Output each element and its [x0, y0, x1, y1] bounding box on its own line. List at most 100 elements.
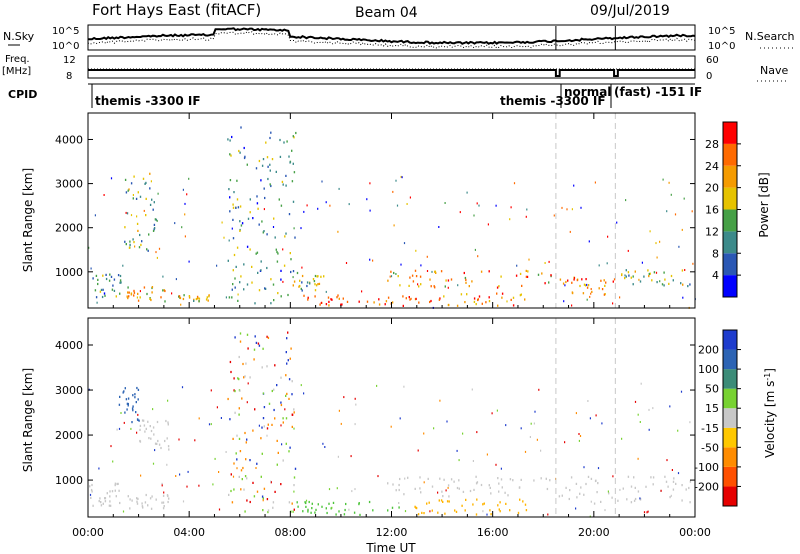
data-cell [165, 419, 167, 423]
data-cell [264, 287, 266, 290]
data-cell [115, 295, 117, 298]
data-cell [249, 198, 251, 201]
data-cell [290, 270, 292, 274]
data-cell [354, 488, 356, 491]
data-cell [634, 270, 636, 273]
data-cell [593, 502, 596, 505]
data-cell [401, 176, 403, 179]
data-cell [285, 374, 287, 377]
data-cell [216, 406, 218, 409]
colorbar-tick-label: -50 [701, 441, 719, 454]
data-cell [258, 159, 261, 163]
freq-tick-top: 12 [63, 55, 76, 66]
data-cell [280, 376, 282, 379]
data-cell [126, 212, 129, 215]
data-cell [465, 498, 467, 501]
data-cell [673, 477, 675, 480]
data-cell [247, 382, 249, 385]
data-cell [275, 170, 277, 173]
data-cell [314, 289, 317, 292]
data-cell [567, 279, 569, 282]
data-cell [619, 488, 621, 491]
data-cell [167, 445, 170, 448]
data-cell [398, 488, 400, 492]
data-cell [622, 487, 624, 490]
data-cell [124, 226, 126, 229]
data-cell [586, 283, 588, 286]
data-cell [465, 281, 467, 284]
data-cell [150, 507, 153, 510]
data-cell [403, 385, 405, 388]
data-cell [246, 438, 248, 441]
data-cell [426, 502, 428, 505]
data-cell [289, 357, 291, 360]
nsky-line [87, 27, 696, 45]
data-cell [153, 228, 155, 231]
data-cell [110, 445, 112, 448]
data-cell [585, 482, 587, 486]
data-cell [464, 301, 466, 304]
data-cell [154, 449, 156, 452]
data-cell [124, 411, 126, 414]
data-cell [501, 296, 503, 299]
data-cell [318, 282, 321, 285]
colorbar-segment [723, 447, 737, 467]
data-cell [510, 206, 512, 209]
data-cell [584, 284, 587, 287]
data-cell [586, 286, 589, 289]
data-cell [286, 362, 288, 365]
data-cell [136, 502, 139, 505]
data-cell [235, 452, 237, 455]
data-cell [656, 256, 658, 259]
data-cell [345, 262, 348, 264]
data-cell [455, 510, 458, 513]
data-cell [232, 283, 234, 286]
data-cell [450, 478, 453, 481]
data-cell [612, 302, 614, 305]
data-cell [433, 285, 435, 288]
data-cell [630, 276, 632, 279]
data-cell [276, 439, 278, 442]
data-cell [282, 248, 284, 251]
data-cell [411, 274, 414, 277]
data-cell [637, 490, 640, 493]
data-cell [251, 265, 253, 268]
data-cell [429, 300, 431, 304]
data-cell [137, 418, 139, 421]
data-cell [648, 275, 650, 278]
data-cell [239, 220, 241, 223]
data-cell [280, 401, 282, 404]
data-cell [239, 389, 241, 392]
data-cell [229, 418, 231, 421]
data-cell [122, 391, 124, 394]
data-cell [655, 242, 657, 245]
data-cell [317, 207, 319, 210]
data-cell [329, 204, 331, 207]
data-cell [689, 480, 692, 483]
data-cell [348, 508, 350, 511]
data-cell [361, 290, 363, 293]
data-cell [667, 485, 669, 488]
data-cell [230, 154, 232, 157]
data-cell [625, 275, 627, 278]
data-cell [563, 300, 565, 303]
data-cell [510, 298, 512, 301]
data-cell [475, 475, 477, 478]
data-cell [575, 412, 577, 415]
data-cell [161, 501, 163, 504]
data-cell [276, 260, 279, 263]
data-cell [254, 302, 256, 305]
data-cell [290, 258, 292, 261]
data-cell [236, 179, 238, 182]
data-cell [114, 484, 116, 487]
data-cell [426, 270, 429, 272]
data-cell [420, 283, 422, 286]
data-cell [277, 451, 279, 454]
data-cell [231, 288, 233, 291]
data-cell [621, 273, 623, 276]
data-cell [130, 427, 132, 430]
data-cell [150, 429, 153, 433]
data-cell [263, 187, 265, 190]
data-cell [182, 188, 184, 191]
data-cell [280, 295, 282, 298]
